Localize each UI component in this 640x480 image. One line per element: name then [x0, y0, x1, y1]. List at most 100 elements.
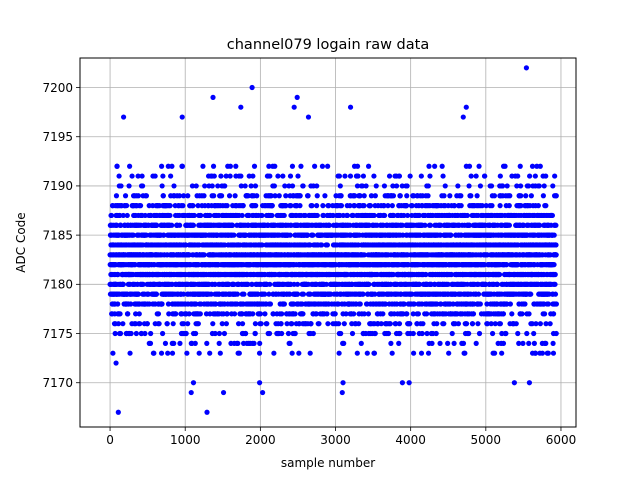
data-point [314, 212, 320, 219]
data-point [173, 311, 179, 317]
data-point [338, 330, 344, 337]
data-point [468, 193, 474, 199]
data-point [137, 321, 143, 327]
data-point [250, 311, 256, 317]
data-point [381, 212, 388, 219]
data-point [344, 212, 351, 219]
data-point [336, 350, 342, 356]
data-point [358, 340, 364, 346]
data-point [115, 301, 121, 307]
data-point [280, 173, 286, 179]
data-point [216, 340, 222, 346]
data-point [117, 311, 123, 317]
data-point [473, 340, 479, 346]
data-point [475, 321, 481, 327]
data-point [238, 183, 244, 189]
data-point [325, 163, 331, 169]
data-point [143, 193, 150, 199]
data-point [440, 173, 446, 179]
data-point [300, 291, 307, 297]
data-point [222, 183, 228, 189]
data-point [136, 311, 142, 317]
data-point [296, 350, 302, 356]
data-point [207, 350, 213, 356]
data-point [418, 350, 425, 356]
data-point [192, 330, 199, 337]
data-point [441, 193, 447, 199]
data-point [404, 183, 410, 189]
data-point [159, 183, 165, 189]
data-point [171, 183, 177, 189]
data-point [462, 350, 468, 356]
data-point [276, 193, 282, 199]
data-point [466, 330, 472, 337]
data-point [245, 193, 251, 199]
data-point [425, 350, 432, 356]
data-point [147, 340, 154, 346]
data-point [140, 281, 146, 287]
data-point [419, 330, 425, 337]
data-point [190, 203, 196, 209]
data-point [279, 311, 285, 317]
data-point [202, 183, 208, 189]
data-point [190, 222, 197, 228]
data-point [171, 340, 177, 346]
data-point [381, 183, 388, 189]
data-point [468, 173, 474, 179]
data-point [390, 193, 397, 199]
data-point [142, 212, 148, 219]
data-point [160, 193, 166, 199]
data-point [234, 291, 241, 297]
data-point [389, 350, 395, 356]
data-point [114, 163, 120, 169]
data-point [212, 281, 218, 287]
data-point [347, 173, 354, 179]
data-point [386, 173, 393, 179]
data-point [186, 311, 192, 317]
data-point [266, 330, 273, 337]
data-point [407, 173, 413, 179]
data-point [117, 330, 124, 337]
data-point [165, 350, 171, 356]
data-point [226, 193, 233, 199]
data-point [160, 173, 166, 179]
data-point [159, 301, 165, 307]
data-point [307, 350, 313, 356]
data-point [195, 203, 201, 209]
data-point [113, 193, 120, 199]
data-point [180, 203, 186, 209]
data-point [236, 350, 242, 356]
data-point [200, 163, 206, 169]
data-point [139, 173, 145, 179]
data-point [193, 301, 199, 307]
data-point [239, 212, 245, 219]
data-point [224, 203, 230, 209]
data-point [259, 242, 265, 248]
data-point [363, 183, 369, 189]
data-points [107, 65, 559, 415]
data-point [128, 301, 134, 307]
data-point [240, 203, 246, 209]
data-point [476, 291, 482, 297]
data-point [463, 321, 470, 327]
data-point [259, 212, 265, 219]
data-point [128, 330, 134, 337]
data-point [177, 340, 183, 346]
data-point [115, 271, 121, 278]
data-point [312, 163, 318, 169]
data-point [212, 330, 218, 337]
data-point [112, 330, 118, 337]
data-point [300, 183, 306, 189]
data-point [184, 350, 190, 356]
data-point [397, 193, 403, 199]
data-point [239, 321, 246, 327]
data-point [167, 212, 173, 219]
data-point [310, 232, 316, 238]
data-point [320, 203, 326, 209]
data-point [371, 350, 378, 356]
data-point [245, 281, 251, 287]
data-point [427, 173, 433, 179]
data-point [360, 173, 366, 179]
data-point [474, 193, 480, 199]
